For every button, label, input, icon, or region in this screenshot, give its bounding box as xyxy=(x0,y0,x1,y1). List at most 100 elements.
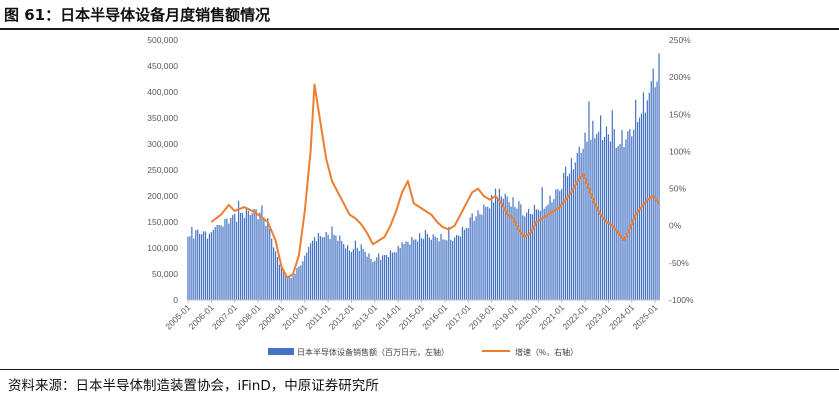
bar xyxy=(247,210,249,300)
bar xyxy=(633,129,635,300)
source-note: 资料来源：日本半导体制造装置协会，iFinD，中原证券研究所 xyxy=(8,378,379,394)
bar xyxy=(407,241,409,300)
bar xyxy=(555,189,557,300)
bar xyxy=(545,206,547,300)
bar xyxy=(195,230,197,300)
bar xyxy=(598,131,600,300)
x-axis-ticks: 2005-012006-012007-012008-012009-012010-… xyxy=(163,300,660,331)
legend: 日本半导体设备销售额（百万日元，左轴） 增速（%，右轴） xyxy=(268,347,578,357)
bar xyxy=(313,237,316,300)
bar xyxy=(337,240,339,300)
bar xyxy=(471,213,473,300)
bar xyxy=(241,212,244,300)
bar xyxy=(399,248,401,300)
bar xyxy=(526,212,528,300)
bar xyxy=(455,234,458,300)
bar xyxy=(253,208,255,300)
bar xyxy=(537,209,539,300)
bar xyxy=(541,187,543,300)
bar xyxy=(214,227,216,300)
bar xyxy=(232,214,234,300)
bar xyxy=(243,217,246,300)
bar xyxy=(442,239,444,300)
bar xyxy=(494,188,497,300)
bar xyxy=(265,225,267,300)
bar xyxy=(642,92,645,300)
bar xyxy=(428,237,430,300)
bar xyxy=(574,162,576,300)
bar xyxy=(520,204,522,300)
bar xyxy=(652,68,654,300)
bar xyxy=(230,217,232,300)
chart: 0 50,000 100,000 150,000 200,000 250,000 300,0… xyxy=(147,35,694,357)
bar xyxy=(350,252,353,300)
bar xyxy=(200,234,203,300)
bar xyxy=(218,225,220,300)
bar xyxy=(619,144,621,300)
bar xyxy=(578,146,580,300)
bar xyxy=(370,258,372,300)
bar xyxy=(290,277,292,300)
bar xyxy=(496,198,499,300)
left-tick-label: 150,000 xyxy=(147,217,178,227)
bar xyxy=(553,199,555,300)
bar xyxy=(319,236,321,300)
bar xyxy=(286,278,288,300)
bar xyxy=(420,238,423,300)
left-tick-label: 400,000 xyxy=(147,87,178,97)
bar xyxy=(600,115,602,301)
bar xyxy=(401,242,403,300)
bar xyxy=(533,204,536,300)
bar xyxy=(627,131,629,300)
bar xyxy=(193,238,195,300)
right-tick-label: 0% xyxy=(669,221,682,231)
bar xyxy=(607,134,610,300)
left-tick-label: 100,000 xyxy=(147,243,178,253)
bar xyxy=(345,248,347,300)
bar xyxy=(654,87,656,300)
bar xyxy=(216,224,218,300)
bar xyxy=(237,200,240,300)
bar xyxy=(467,228,469,300)
bar xyxy=(485,206,487,300)
bar xyxy=(304,255,306,300)
bar xyxy=(393,252,395,300)
bar xyxy=(382,255,384,300)
bar xyxy=(491,194,493,300)
bar xyxy=(483,204,485,300)
growth-line xyxy=(210,83,660,279)
bar xyxy=(522,215,524,300)
bar xyxy=(621,130,623,300)
bar xyxy=(570,158,573,300)
bar xyxy=(368,253,370,300)
bar xyxy=(251,213,253,300)
bar xyxy=(331,226,333,300)
bar xyxy=(274,251,277,300)
bar xyxy=(644,112,647,301)
bar xyxy=(446,240,448,300)
bar xyxy=(434,236,436,300)
bar xyxy=(321,237,323,300)
bar xyxy=(354,240,356,300)
bar xyxy=(561,188,563,300)
right-tick-label: -50% xyxy=(669,258,689,268)
bar xyxy=(444,239,446,300)
bar xyxy=(405,241,407,300)
bar xyxy=(512,197,514,300)
bar xyxy=(267,217,269,300)
bar xyxy=(294,273,296,300)
bar xyxy=(387,256,390,300)
bar xyxy=(594,138,596,300)
bar xyxy=(380,259,382,300)
legend-line-label: 增速（%，右轴） xyxy=(515,347,578,357)
bar xyxy=(572,169,574,300)
bar xyxy=(623,146,625,300)
legend-bar-label: 日本半导体设备销售额（百万日元，左轴） xyxy=(297,347,449,357)
legend-bar-swatch xyxy=(268,348,294,355)
bar xyxy=(510,206,512,300)
bar xyxy=(202,231,205,300)
bar xyxy=(325,231,327,300)
bar xyxy=(465,228,467,300)
bar xyxy=(280,266,283,300)
bar xyxy=(448,226,450,300)
